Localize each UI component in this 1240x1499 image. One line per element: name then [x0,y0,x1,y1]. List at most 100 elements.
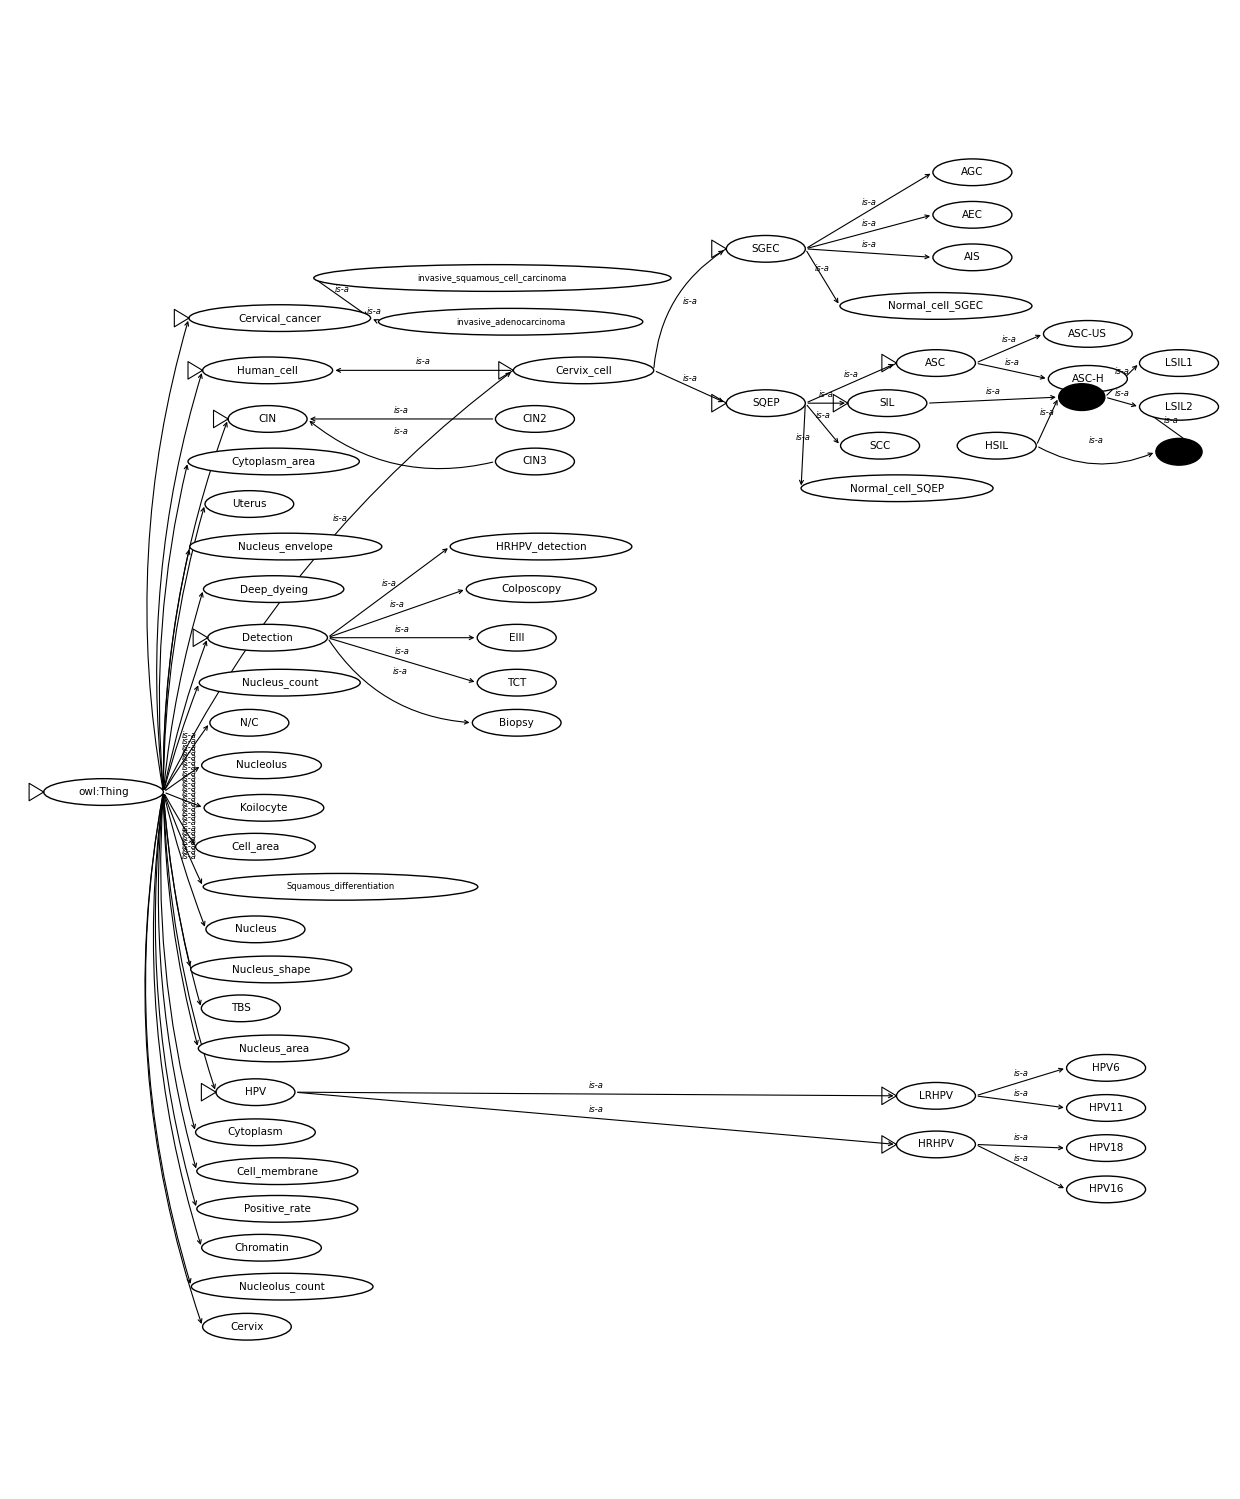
Text: HRHPV_detection: HRHPV_detection [496,541,587,552]
Ellipse shape [196,833,315,860]
Text: Cervical_cancer: Cervical_cancer [238,313,321,324]
Text: Detection: Detection [242,633,293,643]
Text: HPV16: HPV16 [1089,1184,1123,1195]
Text: AGC: AGC [961,168,983,177]
Text: Cervix: Cervix [231,1322,264,1331]
Text: is-a: is-a [181,784,196,793]
Ellipse shape [205,794,324,821]
Text: is-a: is-a [181,763,196,772]
Text: Cell_area: Cell_area [232,841,279,851]
Text: is-a: is-a [181,838,196,847]
Ellipse shape [188,304,371,331]
Ellipse shape [216,1079,295,1106]
Text: is-a: is-a [1013,1088,1028,1097]
Text: is-a: is-a [1013,1154,1028,1163]
Ellipse shape [203,576,343,603]
Text: Nucleus_shape: Nucleus_shape [232,964,310,974]
Text: TBS: TBS [231,1003,250,1013]
Text: invasive_adenocarcinoma: invasive_adenocarcinoma [456,318,565,327]
Text: is-a: is-a [181,803,196,812]
Text: is-a: is-a [1089,436,1104,445]
Ellipse shape [202,1234,321,1261]
Ellipse shape [1156,438,1202,465]
Text: Nucleus: Nucleus [234,925,277,934]
Text: Nucleolus_count: Nucleolus_count [239,1282,325,1292]
Ellipse shape [191,956,352,983]
Ellipse shape [932,244,1012,271]
Ellipse shape [1048,366,1127,393]
Text: is-a: is-a [335,285,350,294]
Text: Normal_cell_SQEP: Normal_cell_SQEP [849,483,944,493]
Ellipse shape [196,1118,315,1145]
Text: ASC: ASC [925,358,946,369]
Text: is-a: is-a [415,357,430,366]
Text: is-a: is-a [394,427,409,436]
Ellipse shape [496,448,574,475]
Text: is-a: is-a [862,198,877,207]
Text: is-a: is-a [815,264,830,273]
Text: is-a: is-a [181,814,196,823]
Ellipse shape [932,201,1012,228]
Ellipse shape [202,752,321,778]
Ellipse shape [496,406,574,432]
Text: is-a: is-a [181,730,196,739]
Text: HPV18: HPV18 [1089,1144,1123,1153]
Text: Nucleus_area: Nucleus_area [238,1043,309,1054]
Text: LSIL1: LSIL1 [1166,358,1193,369]
Text: SCC: SCC [869,441,890,451]
Ellipse shape [208,625,327,651]
Ellipse shape [841,432,920,459]
Text: is-a: is-a [394,625,409,634]
Text: is-a: is-a [1115,388,1130,397]
Text: is-a: is-a [181,847,196,856]
Text: Nucleolus: Nucleolus [236,760,286,770]
Ellipse shape [198,1036,348,1061]
Ellipse shape [202,357,332,384]
Text: SIL: SIL [879,399,895,408]
Text: Uterus: Uterus [232,499,267,510]
Ellipse shape [1066,1094,1146,1121]
Ellipse shape [801,475,993,502]
Ellipse shape [197,1157,358,1184]
Text: LRHPV: LRHPV [919,1091,954,1100]
Text: is-a: is-a [181,744,196,752]
Text: is-a: is-a [682,373,697,382]
Text: is-a: is-a [816,411,831,420]
Ellipse shape [839,292,1032,319]
Text: Cell_membrane: Cell_membrane [237,1166,319,1177]
Text: is-a: is-a [181,748,196,757]
Ellipse shape [314,265,671,291]
Text: is-a: is-a [181,779,196,788]
Text: is-a: is-a [181,738,196,747]
Text: is-a: is-a [1163,417,1178,426]
Text: owl:Thing: owl:Thing [78,787,129,797]
Ellipse shape [1066,1135,1146,1162]
Text: is-a: is-a [181,829,196,838]
Ellipse shape [203,874,477,901]
Ellipse shape [206,916,305,943]
Text: Colposcopy: Colposcopy [501,585,562,594]
Text: HPV6: HPV6 [1092,1063,1120,1073]
Text: Cytoplasm: Cytoplasm [228,1127,283,1138]
Ellipse shape [191,1273,373,1300]
Text: is-a: is-a [334,514,348,523]
Text: Cervix_cell: Cervix_cell [556,364,611,376]
Ellipse shape [1140,393,1219,420]
Ellipse shape [228,406,308,432]
Text: CIN2: CIN2 [522,414,547,424]
Text: Positive_rate: Positive_rate [244,1204,311,1214]
Text: is-a: is-a [181,842,196,851]
Text: is-a: is-a [394,406,409,415]
Text: AIS: AIS [963,252,981,262]
Text: is-a: is-a [1013,1069,1028,1078]
Text: is-a: is-a [181,794,196,803]
Text: is-a: is-a [588,1081,603,1090]
Text: is-a: is-a [181,833,196,842]
Text: is-a: is-a [1002,336,1017,345]
Text: Deep_dyeing: Deep_dyeing [239,583,308,595]
Ellipse shape [197,1196,358,1222]
Ellipse shape [727,235,805,262]
Text: HSIL: HSIL [985,441,1008,451]
Ellipse shape [190,534,382,561]
Ellipse shape [1044,321,1132,348]
